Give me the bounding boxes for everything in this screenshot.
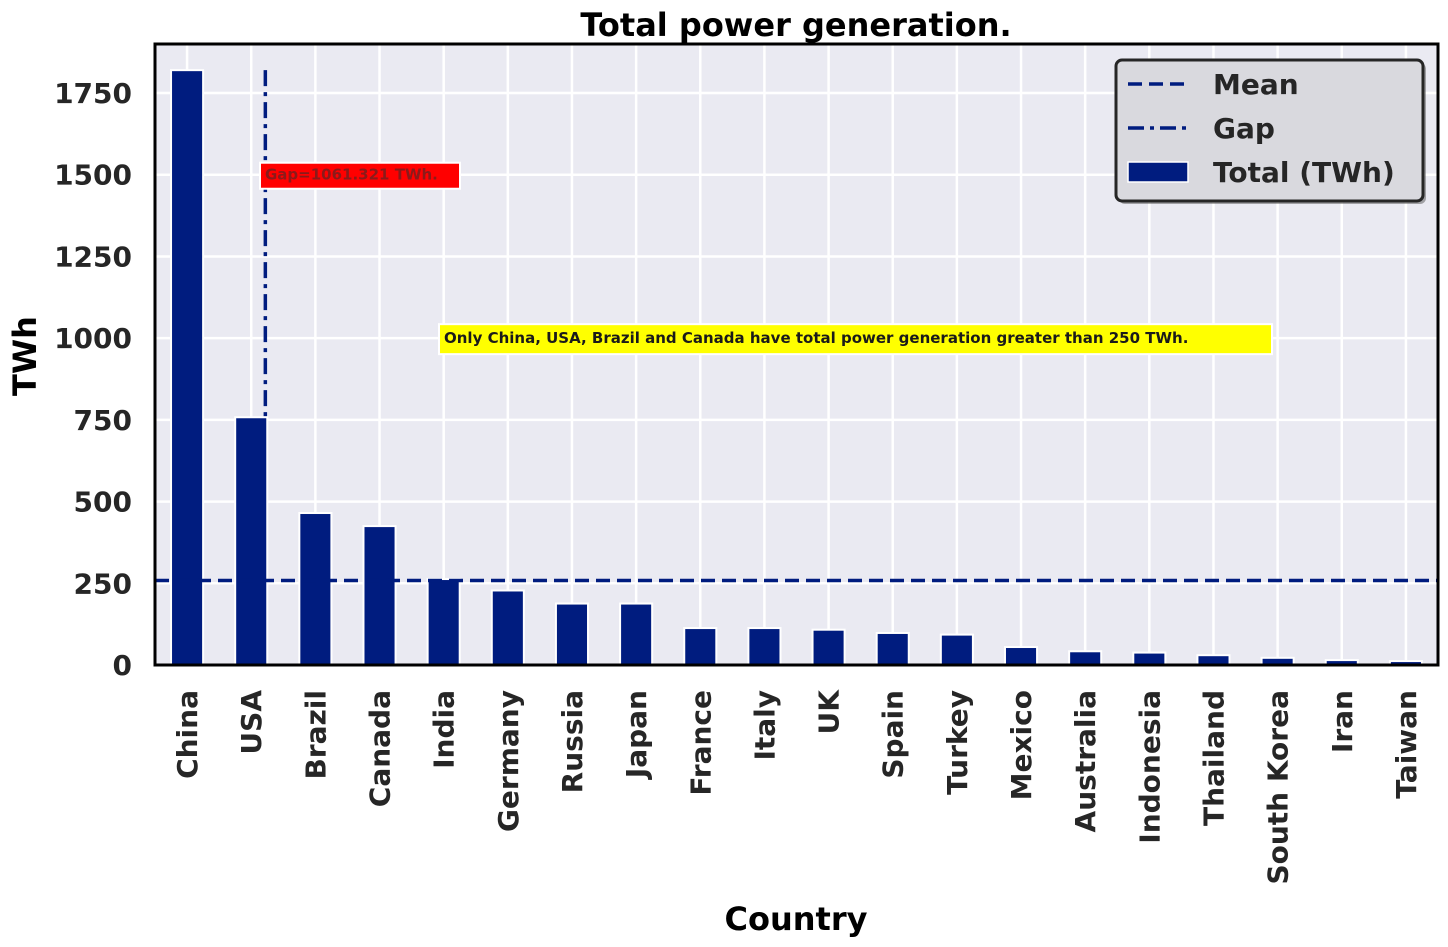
x-tick-label: Iran <box>1326 690 1359 753</box>
x-tick-label: Indonesia <box>1133 690 1166 844</box>
y-tick-label: 1250 <box>54 240 132 273</box>
gap-annotation-box <box>259 161 461 190</box>
y-axis-label: TWh <box>6 316 44 396</box>
bar-brazil <box>298 512 333 667</box>
legend-mean-label: Mean <box>1213 68 1299 101</box>
x-axis-label: Country <box>725 900 868 938</box>
legend: Mean Gap Total (TWh) <box>1114 58 1426 204</box>
bar-russia <box>554 602 590 667</box>
x-tick-label: South Korea <box>1262 690 1295 885</box>
x-tick-label: Germany <box>492 690 525 832</box>
bar-canada <box>362 525 397 666</box>
y-tick-label: 500 <box>74 486 132 519</box>
bar-usa <box>234 416 269 667</box>
x-tick-label: Thailand <box>1197 690 1230 826</box>
plot-frame <box>153 42 1440 667</box>
x-tick-label: Canada <box>364 690 397 807</box>
x-tick-label: USA <box>235 690 268 755</box>
x-tick-label: Spain <box>877 690 910 779</box>
x-tick-label: India <box>428 690 461 769</box>
bar-turkey <box>939 633 974 667</box>
y-tick-label: 750 <box>74 404 132 437</box>
y-tick-label: 1000 <box>54 322 132 355</box>
note-annotation-box <box>438 323 1273 356</box>
legend-total-swatch <box>1127 161 1189 183</box>
x-tick-label: Taiwan <box>1390 690 1423 799</box>
bars <box>170 69 1423 667</box>
bar-mexico <box>1003 646 1039 666</box>
x-tick-label: Italy <box>748 690 781 761</box>
y-tick-label: 1500 <box>54 159 132 192</box>
x-tick-label: Australia <box>1069 690 1102 832</box>
x-axis-ticks: China USA Brazil Canada India Germany Russia Ja… <box>171 689 1423 885</box>
y-tick-label: 1750 <box>54 77 132 110</box>
legend-total-label: Total (TWh) <box>1213 156 1395 189</box>
note-annotation-text: Only China, USA, Brazil and Canada have … <box>444 329 1188 347</box>
x-tick-label: UK <box>813 689 846 735</box>
bar-spain <box>875 631 910 667</box>
x-tick-label: Japan <box>620 690 653 780</box>
bar-china <box>170 69 205 667</box>
bar-australia <box>1068 650 1103 667</box>
gap-annotation: Gap=1061.321 TWh. <box>259 161 461 190</box>
bar-germany <box>490 589 525 666</box>
y-tick-label: 250 <box>74 567 132 600</box>
bar-uk <box>811 628 846 666</box>
bar-indonesia <box>1132 651 1167 667</box>
chart-title: Total power generation. <box>580 6 1011 44</box>
x-tick-label: Turkey <box>941 690 974 795</box>
x-tick-label: China <box>171 690 204 779</box>
x-tick-label: Mexico <box>1005 690 1038 800</box>
bar-france <box>683 627 718 666</box>
x-tick-label: Russia <box>556 690 589 793</box>
gap-annotation-text: Gap=1061.321 TWh. <box>265 166 438 184</box>
y-axis-ticks: 0 250 500 750 1000 1250 1500 1750 <box>54 77 132 682</box>
legend-gap-label: Gap <box>1213 112 1275 145</box>
x-tick-label: France <box>684 690 717 796</box>
x-tick-label: Brazil <box>299 690 332 780</box>
y-tick-label: 0 <box>113 649 132 682</box>
note-annotation: Only China, USA, Brazil and Canada have … <box>438 323 1273 356</box>
legend-box <box>1114 58 1425 203</box>
bar-india <box>426 578 461 666</box>
bar-italy <box>747 627 782 666</box>
bar-japan <box>619 602 654 667</box>
